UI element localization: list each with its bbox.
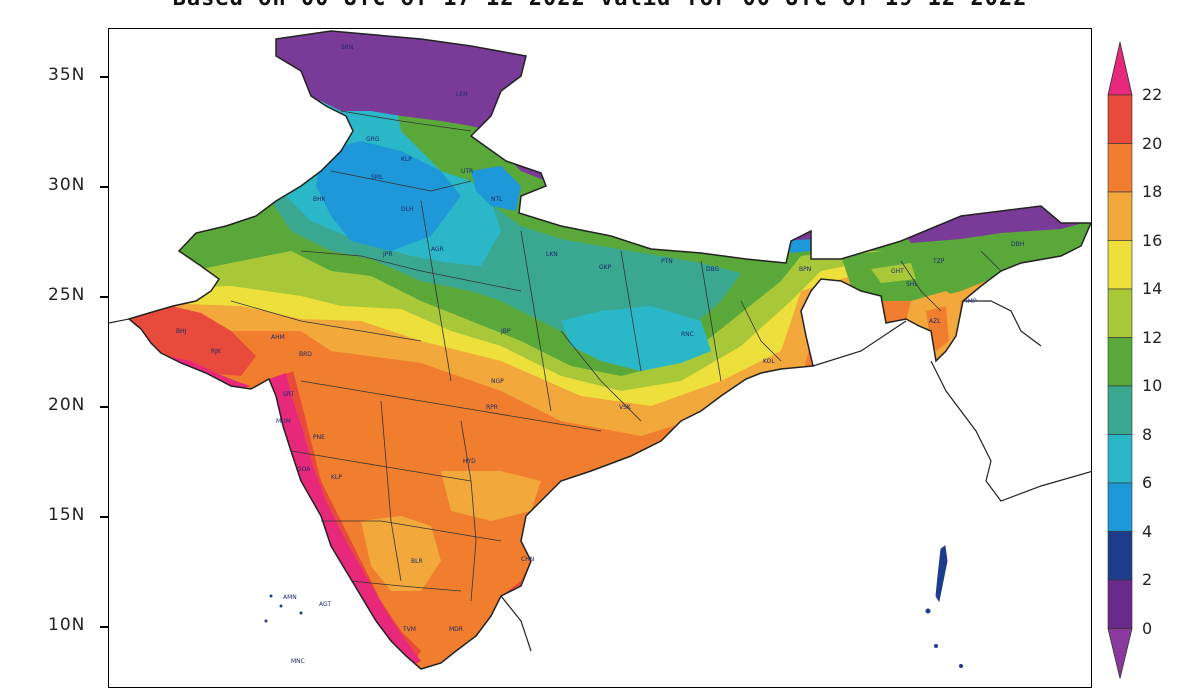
- india-outline: [127, 30, 1091, 670]
- station-label: AHM: [271, 334, 285, 341]
- colorbar-level-label: 20: [1142, 133, 1163, 153]
- andaman-islands: [925, 545, 963, 668]
- station-label: TZP: [932, 258, 945, 265]
- colorbar-level-label: 6: [1142, 473, 1153, 492]
- station-label: AGR: [431, 246, 444, 253]
- station-label: MNC: [291, 658, 305, 665]
- station-label: BLR: [411, 558, 423, 565]
- map-title: Based on 00 UTC of 17-12-2022 valid for …: [0, 0, 1200, 11]
- station-label: BRD: [299, 351, 312, 358]
- station-label: SRN: [341, 44, 353, 51]
- lat-label-35n: 35N: [48, 65, 86, 85]
- station-label: UTR: [461, 168, 473, 175]
- station-label: KLP: [331, 474, 342, 481]
- colorbar-level-label: 10: [1142, 376, 1163, 395]
- colorbar: [1107, 41, 1133, 679]
- station-label: PTN: [661, 258, 673, 265]
- colorbar-segment: [1107, 531, 1133, 581]
- colorbar-level-label: 8: [1142, 424, 1153, 444]
- colorbar-bottom-arrow: [1107, 628, 1133, 679]
- colorbar-top-arrow: [1107, 41, 1133, 96]
- lat-tick-30n: [100, 186, 108, 188]
- colorbar-level-label: 2: [1142, 570, 1153, 589]
- station-label: BHJ: [176, 328, 187, 335]
- station-label: KOL: [763, 358, 775, 365]
- colorbar-segment: [1107, 385, 1133, 435]
- station-label: RNC: [681, 331, 694, 338]
- colorbar-segment: [1107, 434, 1133, 484]
- station-label: CHN: [521, 556, 534, 563]
- colorbar-level-label: 16: [1142, 230, 1163, 250]
- station-label: LKN: [546, 251, 558, 258]
- station-label: BHK: [313, 196, 327, 203]
- station-label: AGT: [319, 601, 331, 608]
- lat-tick-10n: [100, 626, 108, 628]
- station-label: JPR: [382, 251, 393, 258]
- station-label: RJK: [211, 348, 222, 355]
- station-label: GHT: [891, 268, 904, 275]
- lat-tick-35n: [100, 76, 108, 78]
- india-temperature-map: SRN LEH GRG KLP SML UTR NTL BHK DLH JPR AGR LKN GKP P…: [109, 30, 1091, 670]
- station-label: GKP: [599, 264, 612, 271]
- station-label: SRT: [283, 391, 295, 398]
- colorbar-segment: [1107, 579, 1133, 629]
- lat-label-15n: 15N: [48, 505, 86, 525]
- station-labels: SRN LEH GRG KLP SML UTR NTL BHK DLH JPR AGR LKN GKP P…: [176, 44, 1024, 665]
- colorbar-segment: [1107, 94, 1133, 144]
- station-label: BPN: [799, 266, 811, 273]
- station-label: IMP: [966, 298, 977, 305]
- station-label: GOA: [297, 466, 311, 473]
- lat-label-20n: 20N: [48, 395, 86, 415]
- station-label: SML: [371, 174, 384, 181]
- station-label: AZL: [929, 318, 941, 325]
- station-label: DBH: [1011, 241, 1024, 248]
- colorbar-segment: [1107, 482, 1133, 532]
- station-label: TVM: [402, 626, 416, 633]
- station-label: NTL: [491, 196, 503, 203]
- colorbar-level-label: 0: [1142, 618, 1153, 638]
- station-label: MUM: [276, 418, 291, 425]
- station-label: DLH: [401, 206, 413, 213]
- station-label: DBG: [706, 266, 720, 273]
- station-label: JBP: [500, 328, 511, 335]
- station-label: PNE: [313, 434, 325, 441]
- lat-tick-20n: [100, 406, 108, 408]
- lat-label-10n: 10N: [48, 615, 86, 635]
- lat-tick-25n: [100, 296, 108, 298]
- station-label: KLP: [401, 156, 412, 163]
- colorbar-level-label: 18: [1142, 182, 1163, 201]
- lakshadweep-islands: [264, 594, 303, 623]
- colorbar-level-label: 4: [1142, 521, 1153, 541]
- colorbar-segment: [1107, 143, 1133, 193]
- station-label: HYD: [463, 458, 476, 465]
- subdivision-boundaries: [230, 110, 1002, 602]
- station-label: VSK: [619, 404, 632, 411]
- station-label: MDR: [449, 626, 463, 633]
- lat-tick-15n: [100, 516, 108, 518]
- station-label: RPR: [486, 404, 498, 411]
- colorbar-level-label: 22: [1142, 85, 1163, 104]
- colorbar-level-label: 14: [1142, 279, 1163, 298]
- station-label: AMN: [283, 594, 297, 601]
- neighbor-boundaries: [109, 300, 1091, 652]
- temperature-fill: [129, 31, 1091, 669]
- colorbar-level-label: 12: [1142, 327, 1163, 347]
- colorbar-segment: [1107, 240, 1133, 290]
- map-frame: SRN LEH GRG KLP SML UTR NTL BHK DLH JPR AGR LKN GKP P…: [108, 28, 1092, 688]
- colorbar-segment: [1107, 337, 1133, 387]
- lat-label-30n: 30N: [48, 175, 86, 195]
- colorbar-segment: [1107, 288, 1133, 338]
- station-label: SHL: [906, 281, 918, 288]
- station-label: LEH: [456, 91, 468, 98]
- station-label: NGP: [491, 378, 504, 385]
- colorbar-segment: [1107, 191, 1133, 241]
- lat-label-25n: 25N: [48, 285, 86, 305]
- station-label: GRG: [366, 136, 380, 143]
